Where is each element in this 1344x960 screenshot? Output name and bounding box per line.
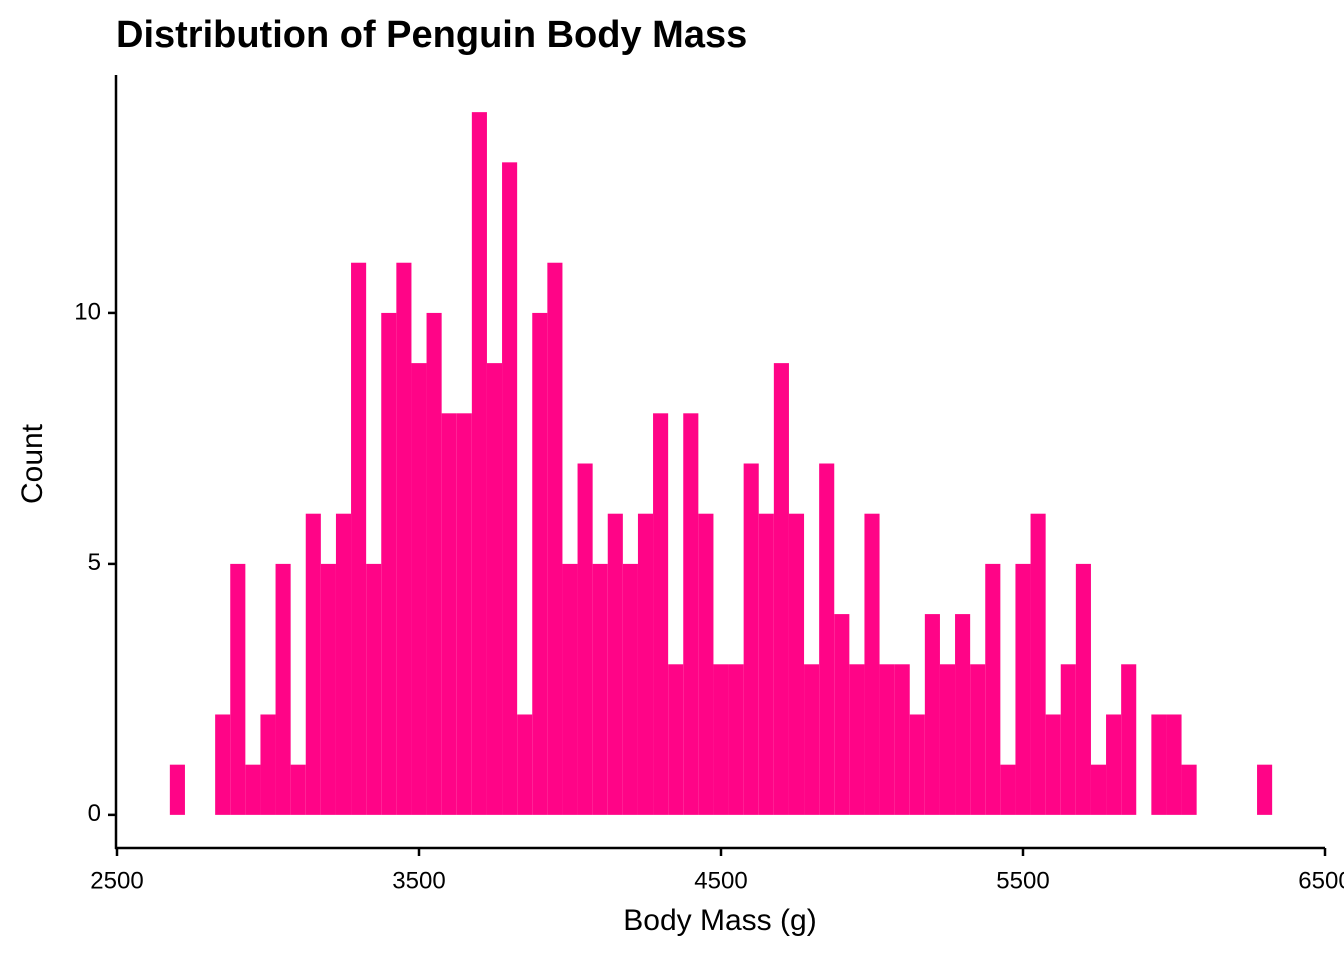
bar — [894, 664, 910, 815]
bar — [532, 312, 548, 815]
bar — [456, 413, 472, 815]
bar — [230, 563, 246, 815]
y-tick-label: 10 — [74, 298, 101, 325]
bar — [713, 664, 729, 815]
bar — [1000, 764, 1016, 815]
x-tick-label: 5500 — [996, 867, 1049, 894]
bar — [471, 112, 487, 815]
bar — [502, 162, 518, 815]
bar — [849, 664, 865, 815]
bar — [683, 413, 699, 815]
x-tick-label: 2500 — [90, 867, 143, 894]
bar — [1121, 664, 1137, 815]
y-tick-label: 0 — [88, 800, 101, 827]
bar — [335, 513, 352, 815]
bar — [169, 764, 185, 815]
x-axis-label: Body Mass (g) — [623, 904, 816, 937]
bar — [486, 363, 503, 815]
bar — [970, 664, 986, 815]
bar — [517, 714, 533, 815]
y-axis-label: Count — [16, 423, 49, 504]
bar — [939, 664, 956, 815]
bar — [637, 513, 654, 815]
bar — [577, 463, 593, 815]
bar — [924, 614, 940, 815]
bar — [653, 413, 669, 815]
bar — [381, 312, 397, 815]
bar — [1060, 664, 1076, 815]
bar — [985, 563, 1001, 815]
chart-title: Distribution of Penguin Body Mass — [116, 14, 747, 56]
x-tick-label: 4500 — [694, 867, 747, 894]
bar — [562, 563, 578, 815]
bar — [320, 563, 336, 815]
bar — [668, 664, 684, 815]
bar — [1015, 563, 1031, 815]
bar — [305, 513, 321, 815]
bar — [773, 363, 789, 815]
bar — [698, 513, 714, 815]
bar — [758, 513, 774, 815]
bar — [1090, 764, 1107, 815]
bar — [879, 664, 895, 815]
bar — [1030, 513, 1046, 815]
bar — [834, 614, 850, 815]
bar — [728, 664, 744, 815]
bar — [351, 262, 367, 815]
bar — [788, 513, 805, 815]
bar — [1045, 714, 1061, 815]
bar — [290, 764, 306, 815]
bar — [441, 413, 457, 815]
bar — [592, 563, 608, 815]
bar — [819, 463, 835, 815]
bar — [1106, 714, 1122, 815]
bar — [864, 513, 880, 815]
x-tick-label: 6500 — [1298, 867, 1344, 894]
y-tick-label: 5 — [88, 549, 101, 576]
bar — [622, 563, 638, 815]
bar — [426, 312, 442, 815]
bar — [1181, 764, 1197, 815]
bar — [396, 262, 412, 815]
bar — [245, 764, 261, 815]
bar — [1257, 764, 1273, 815]
bar — [275, 563, 291, 815]
bar — [743, 463, 759, 815]
x-tick-label: 3500 — [392, 867, 445, 894]
bar — [804, 664, 820, 815]
bar — [260, 714, 276, 815]
bar — [215, 714, 231, 815]
bar — [411, 363, 427, 815]
bar — [366, 563, 382, 815]
bar — [1075, 563, 1091, 815]
bar — [909, 714, 925, 815]
bar — [547, 262, 563, 815]
bar — [1166, 714, 1182, 815]
bar — [607, 513, 623, 815]
bar — [1151, 714, 1167, 815]
bar — [955, 614, 971, 815]
